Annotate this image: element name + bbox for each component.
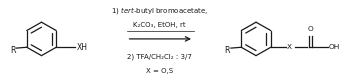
- Text: XH: XH: [77, 43, 88, 52]
- Text: 2) TFA/CH₂Cl₂ : 3/7: 2) TFA/CH₂Cl₂ : 3/7: [127, 53, 192, 60]
- Text: OH: OH: [329, 44, 340, 50]
- Text: 1) $\it{tert}$-butyl bromoacetate,: 1) $\it{tert}$-butyl bromoacetate,: [111, 5, 208, 16]
- Text: X = O,S: X = O,S: [146, 68, 173, 74]
- Text: O: O: [307, 26, 313, 32]
- Text: R: R: [224, 46, 230, 55]
- Text: X: X: [287, 44, 292, 50]
- Text: R: R: [10, 46, 15, 55]
- Text: K₂CO₃, EtOH, rt: K₂CO₃, EtOH, rt: [133, 22, 186, 28]
